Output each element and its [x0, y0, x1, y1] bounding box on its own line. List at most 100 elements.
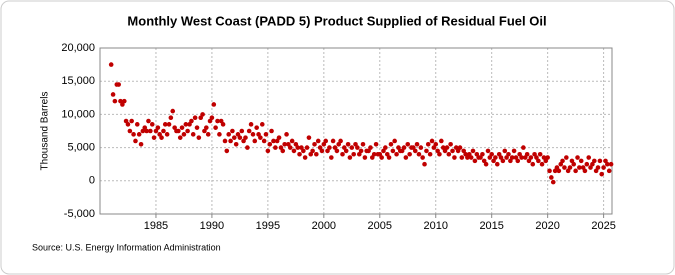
y-tick-label: -5,000 [64, 208, 95, 220]
point [329, 155, 334, 160]
point [129, 118, 134, 124]
point [211, 102, 217, 107]
y-tick-label: 5,000 [67, 142, 95, 154]
point [116, 82, 121, 87]
point [282, 141, 287, 147]
point [112, 98, 118, 104]
point [480, 151, 485, 157]
point [205, 132, 211, 137]
x-tick-label: 1995 [256, 220, 280, 232]
point [494, 161, 500, 167]
point [245, 145, 250, 150]
point [230, 128, 235, 134]
y-tick-label: 15,000 [61, 75, 95, 87]
point [446, 151, 452, 157]
point [439, 138, 444, 144]
point [273, 145, 278, 150]
point [302, 155, 308, 160]
point [606, 168, 612, 174]
point [185, 128, 190, 134]
point [194, 125, 200, 130]
point [189, 118, 194, 124]
point [250, 132, 256, 137]
x-tick-label: 2020 [535, 220, 559, 232]
point [550, 179, 556, 185]
point [416, 151, 422, 157]
point [489, 151, 494, 157]
point [425, 141, 431, 147]
point [573, 168, 578, 174]
point [222, 138, 228, 144]
point [215, 118, 220, 124]
point [582, 168, 588, 174]
y-axis-label: Thousand Barrels [40, 92, 51, 171]
point [224, 148, 230, 154]
point [295, 145, 301, 150]
point [213, 125, 218, 130]
point [405, 141, 411, 147]
point [258, 135, 263, 140]
point [530, 161, 536, 167]
point [493, 155, 498, 160]
point [151, 135, 157, 140]
point [379, 155, 384, 160]
point [265, 148, 271, 154]
point [190, 132, 196, 137]
point [450, 148, 455, 154]
point [161, 128, 166, 134]
point [521, 145, 526, 150]
point [429, 138, 435, 144]
point [371, 151, 377, 157]
point [414, 141, 420, 147]
point [261, 138, 267, 144]
point [547, 168, 552, 174]
point [200, 112, 205, 117]
point [330, 138, 336, 144]
point [121, 98, 127, 104]
x-tick-label: 1990 [200, 220, 224, 232]
point [243, 135, 248, 140]
point [390, 148, 396, 154]
point [312, 141, 317, 147]
point [586, 155, 592, 160]
point [608, 161, 614, 167]
point [315, 138, 321, 144]
point [252, 138, 258, 144]
point [159, 135, 164, 140]
point [248, 122, 254, 127]
point [231, 135, 237, 140]
point [427, 151, 433, 157]
point [228, 138, 233, 144]
point [239, 128, 245, 134]
y-tick-label: 20,000 [61, 42, 95, 54]
point [133, 138, 138, 144]
point [204, 125, 209, 130]
point [601, 165, 606, 170]
point [343, 148, 349, 154]
point [314, 151, 319, 157]
point [452, 155, 457, 160]
point [289, 138, 295, 144]
point [209, 115, 215, 121]
point [358, 148, 364, 154]
point [403, 155, 409, 160]
point [448, 141, 453, 147]
point [345, 141, 351, 147]
chart-title: Monthly West Coast (PADD 5) Product Supp… [127, 13, 546, 28]
x-tick-label: 2025 [591, 220, 615, 232]
plot-border [99, 47, 613, 215]
point [433, 141, 439, 147]
point [176, 128, 181, 134]
x-tick-label: 2010 [423, 220, 447, 232]
point [360, 141, 366, 147]
point [519, 155, 524, 160]
point [437, 151, 442, 157]
point [349, 145, 355, 150]
point [125, 122, 131, 127]
point [604, 161, 610, 167]
point [166, 122, 172, 127]
point [536, 158, 541, 164]
